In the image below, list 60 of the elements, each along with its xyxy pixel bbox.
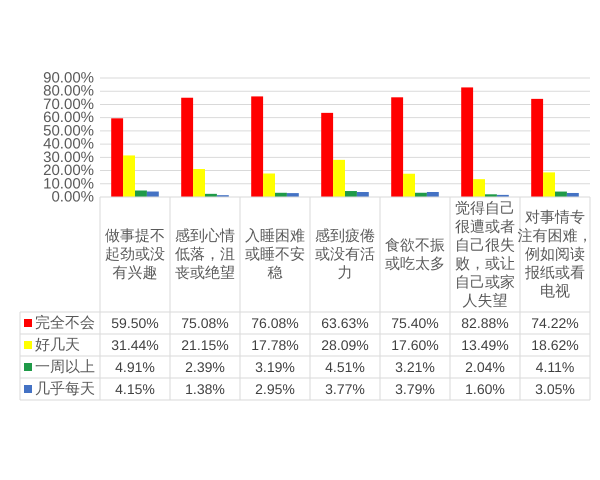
bar: [426, 192, 439, 197]
data-label: 3.77%: [325, 381, 365, 397]
data-label: 1.38%: [185, 381, 225, 397]
bar: [333, 160, 345, 197]
data-label: 3.05%: [535, 381, 575, 397]
data-label: 59.50%: [111, 315, 159, 331]
bar: [531, 98, 544, 197]
data-label: 4.11%: [536, 359, 574, 375]
x-tick-label: 感到心情低落，沮丧或绝望: [175, 228, 235, 282]
data-label: 18.62%: [531, 337, 579, 353]
bar: [555, 192, 567, 197]
data-label: 21.15%: [181, 337, 229, 353]
data-label: 13.49%: [461, 337, 509, 353]
data-label: 17.78%: [251, 337, 299, 353]
data-label: 2.95%: [255, 381, 295, 397]
bar: [135, 190, 147, 197]
data-label: 3.79%: [395, 381, 435, 397]
bar: [286, 193, 299, 197]
bar: [321, 112, 334, 197]
x-tick-label: 觉得自己很遭或者自己很失败，或让自己或家人失望: [455, 200, 515, 310]
x-tick-label: 对事情专注有困难，例如阅读报纸或看电视: [518, 209, 592, 300]
bar: [473, 179, 485, 197]
data-label: 82.88%: [461, 315, 509, 331]
x-tick-label: 入睡困难或睡不安稳: [245, 228, 305, 282]
bar: [263, 173, 275, 197]
bar: [356, 192, 369, 197]
legend-label: 好几天: [35, 336, 80, 354]
bar: [181, 98, 194, 197]
data-label: 3.21%: [395, 359, 435, 375]
bar: [123, 155, 135, 197]
data-label: 63.63%: [321, 315, 369, 331]
data-label: 4.51%: [325, 359, 365, 375]
legend-label: 几乎每天: [35, 380, 95, 398]
data-label: 2.39%: [185, 359, 225, 375]
legend-label: 完全不会: [35, 314, 95, 332]
data-label: 76.08%: [251, 315, 299, 331]
data-label: 4.15%: [115, 381, 155, 397]
data-label: 17.60%: [391, 337, 439, 353]
bar: [251, 96, 264, 197]
legend-label: 一周以上: [35, 358, 95, 376]
bar: [146, 192, 159, 197]
data-label: 3.19%: [255, 359, 295, 375]
data-label: 4.91%: [115, 359, 155, 375]
bar: [461, 87, 474, 197]
x-tick-label: 食欲不振或吃太多: [385, 236, 445, 272]
data-label: 75.08%: [181, 315, 229, 331]
bar: [403, 174, 415, 197]
bar: [193, 169, 205, 197]
data-label: 28.09%: [321, 337, 369, 353]
x-tick-label: 感到疲倦或没有活力: [315, 228, 375, 282]
data-label: 2.04%: [465, 359, 505, 375]
data-label: 31.44%: [111, 337, 159, 353]
bar: [543, 172, 555, 197]
data-label: 75.40%: [391, 315, 439, 331]
data-label: 1.60%: [465, 381, 505, 397]
x-tick-label: 做事提不起劲或没有兴趣: [105, 228, 165, 282]
bar: [391, 97, 404, 197]
bar: [345, 191, 357, 197]
data-label: 74.22%: [531, 315, 579, 331]
bar: [111, 118, 124, 197]
